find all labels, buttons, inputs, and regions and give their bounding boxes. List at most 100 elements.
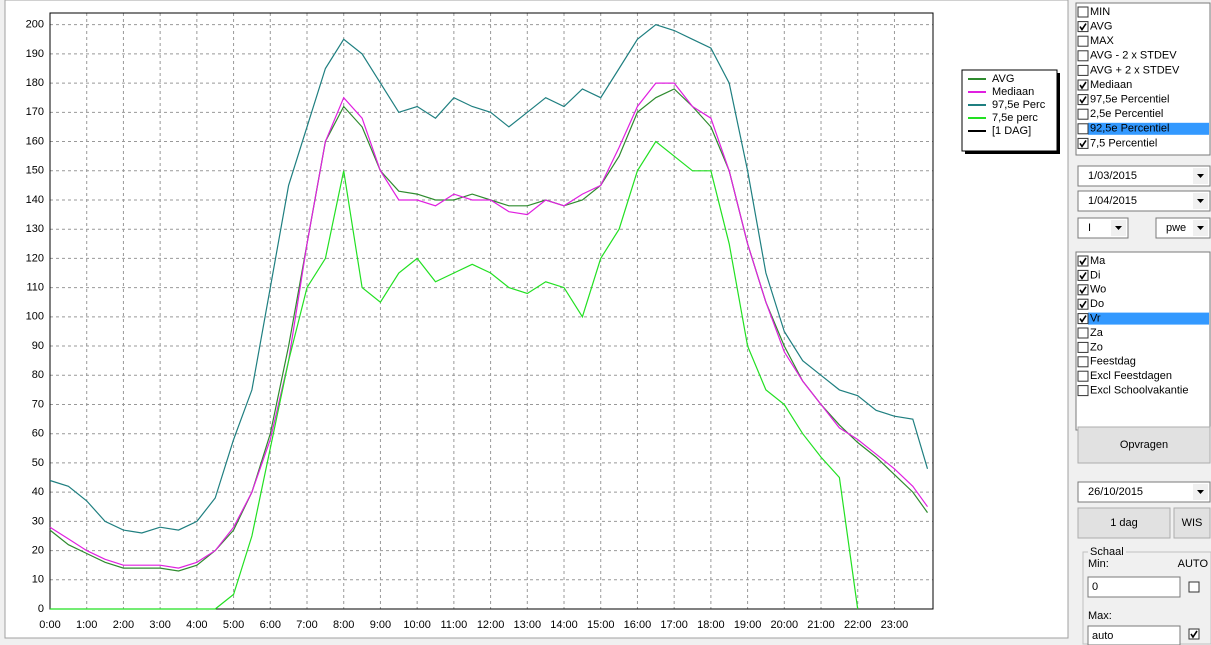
dropdown[interactable] — [1077, 165, 1211, 187]
list-item[interactable]: AVG + 2 x STDEV — [1090, 64, 1180, 76]
selection — [1088, 122, 1209, 135]
list-item[interactable]: Do — [1090, 298, 1104, 310]
selection — [1088, 312, 1209, 325]
dropdown-value[interactable]: I — [1088, 222, 1091, 234]
legend-label: [1 DAG] — [992, 125, 1031, 137]
y-tick-label: 130 — [26, 223, 44, 235]
dropdown-value[interactable]: 1/04/2015 — [1088, 195, 1137, 207]
list-item[interactable]: Excl Feestdagen — [1090, 370, 1172, 382]
dropdown[interactable] — [1077, 190, 1211, 212]
x-tick-label: 9:00 — [370, 619, 391, 631]
group-title-bg — [1088, 546, 1126, 558]
checkbox[interactable] — [1077, 255, 1089, 267]
dropdown-value[interactable]: 26/10/2015 — [1088, 486, 1143, 498]
list-item[interactable]: MIN — [1090, 6, 1110, 18]
x-tick-label: 17:00 — [660, 619, 688, 631]
x-tick-label: 19:00 — [734, 619, 762, 631]
button-label[interactable]: Opvragen — [1120, 439, 1168, 451]
checkbox[interactable] — [1077, 370, 1089, 382]
button[interactable] — [1077, 426, 1211, 464]
checkbox[interactable] — [1077, 284, 1089, 296]
x-tick-label: 21:00 — [807, 619, 835, 631]
list-item[interactable]: Feestdag — [1090, 356, 1136, 368]
dropdown[interactable] — [1077, 481, 1211, 503]
checkbox[interactable] — [1077, 298, 1089, 310]
checkbox[interactable] — [1077, 356, 1089, 368]
dropdown-arrow — [1197, 490, 1204, 494]
list-item[interactable]: 2,5e Percentiel — [1090, 108, 1163, 120]
input-value[interactable]: 0 — [1092, 581, 1098, 593]
x-tick-label: 4:00 — [186, 619, 207, 631]
button[interactable] — [1077, 507, 1171, 539]
checkbox[interactable] — [1077, 64, 1089, 76]
list-item[interactable]: Mediaan — [1090, 79, 1132, 91]
button-label[interactable]: WIS — [1182, 517, 1203, 529]
checkmark — [1079, 257, 1087, 266]
y-tick-label: 200 — [26, 19, 44, 31]
list-item[interactable]: Excl Schoolvakantie — [1090, 385, 1188, 397]
list-item[interactable]: Ma — [1090, 255, 1106, 267]
checkbox[interactable] — [1077, 385, 1089, 397]
x-tick-label: 22:00 — [844, 619, 872, 631]
input-value[interactable]: auto — [1092, 630, 1113, 642]
button[interactable] — [1173, 507, 1211, 539]
series-line — [50, 140, 859, 610]
y-tick-label: 120 — [26, 252, 44, 264]
list-item[interactable]: MAX — [1090, 35, 1115, 47]
checkbox[interactable] — [1077, 94, 1089, 106]
x-tick-label: 15:00 — [587, 619, 615, 631]
list-item[interactable]: Vr — [1090, 313, 1101, 325]
y-tick-label: 50 — [32, 457, 44, 469]
checkbox[interactable] — [1077, 35, 1089, 47]
legend-label: 7,5e perc — [992, 112, 1038, 124]
checkbox[interactable] — [1188, 628, 1200, 640]
button-label[interactable]: 1 dag — [1110, 517, 1138, 529]
checkbox[interactable] — [1077, 50, 1089, 62]
x-tick-label: 2:00 — [113, 619, 134, 631]
x-tick-label: 16:00 — [624, 619, 652, 631]
checkbox[interactable] — [1077, 269, 1089, 281]
checkbox[interactable] — [1077, 108, 1089, 120]
checkbox[interactable] — [1077, 327, 1089, 339]
dropdown-arrow — [1197, 226, 1204, 230]
list-item[interactable]: Wo — [1090, 284, 1106, 296]
list-item[interactable]: Di — [1090, 269, 1100, 281]
y-tick-label: 90 — [32, 340, 44, 352]
y-tick-label: 20 — [32, 544, 44, 556]
input[interactable] — [1087, 625, 1181, 645]
list-box — [1075, 251, 1211, 431]
checkbox[interactable] — [1077, 137, 1089, 149]
input[interactable] — [1087, 576, 1181, 598]
x-tick-label: 18:00 — [697, 619, 725, 631]
list-item[interactable]: AVG - 2 x STDEV — [1090, 50, 1177, 62]
checkbox[interactable] — [1077, 123, 1089, 135]
chart-panel — [4, 0, 1069, 639]
y-tick-label: 180 — [26, 77, 44, 89]
y-tick-label: 160 — [26, 135, 44, 147]
x-tick-label: 11:00 — [441, 619, 468, 631]
list-item[interactable]: 7,5 Percentiel — [1090, 137, 1157, 149]
list-item[interactable]: Zo — [1090, 341, 1103, 353]
list-item[interactable]: 92,5e Percentiel — [1090, 123, 1170, 135]
list-item[interactable]: Za — [1090, 327, 1104, 339]
dropdown-arrow — [1197, 199, 1204, 203]
dropdown-value[interactable]: 1/03/2015 — [1088, 170, 1137, 182]
x-tick-label: 7:00 — [296, 619, 317, 631]
checkbox[interactable] — [1188, 581, 1200, 593]
dropdown-value[interactable]: pwe — [1166, 222, 1186, 234]
x-tick-label: 3:00 — [149, 619, 170, 631]
checkbox[interactable] — [1077, 79, 1089, 91]
x-tick-label: 6:00 — [260, 619, 281, 631]
checkbox[interactable] — [1077, 21, 1089, 33]
list-item[interactable]: AVG — [1090, 21, 1112, 33]
list-item[interactable]: 97,5e Percentiel — [1090, 94, 1170, 106]
checkbox[interactable] — [1077, 313, 1089, 325]
x-tick-label: 5:00 — [223, 619, 244, 631]
checkmark — [1079, 96, 1087, 105]
label: Min: — [1088, 558, 1109, 570]
y-tick-label: 10 — [32, 574, 44, 586]
legend-label: AVG — [992, 73, 1014, 85]
checkbox[interactable] — [1077, 6, 1089, 18]
x-tick-label: 1:00 — [76, 619, 97, 631]
checkbox[interactable] — [1077, 341, 1089, 353]
